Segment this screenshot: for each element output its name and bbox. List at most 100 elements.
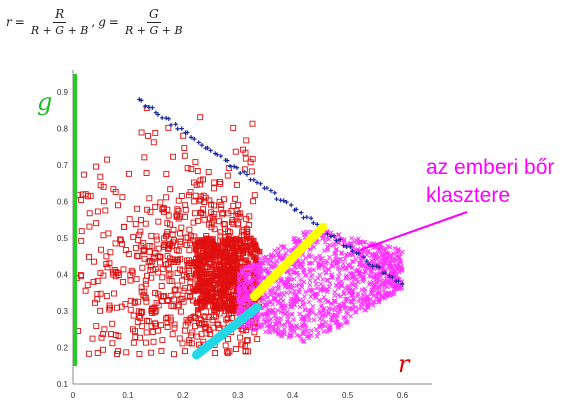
red-square-point <box>143 329 150 336</box>
red-square-point <box>187 275 194 282</box>
magenta-x-point <box>305 313 311 318</box>
magenta-x-point <box>256 268 262 274</box>
red-square-point <box>89 335 96 342</box>
red-square-point <box>250 237 257 244</box>
magenta-x-point <box>331 298 337 304</box>
magenta-x-point <box>372 300 377 305</box>
red-square-point <box>138 284 145 291</box>
magenta-x-point <box>387 253 393 259</box>
red-square-point <box>248 168 255 175</box>
red-square-point <box>125 170 132 177</box>
magenta-x-point <box>332 312 338 318</box>
magenta-x-point <box>253 263 259 269</box>
magenta-x-point <box>365 248 371 254</box>
magenta-x-point <box>335 313 340 319</box>
magenta-x-point <box>332 289 338 295</box>
blue-plus-point <box>350 248 355 254</box>
magenta-x-point <box>288 323 294 328</box>
magenta-x-point <box>241 295 247 301</box>
red-square-point <box>159 337 166 344</box>
magenta-x-point <box>326 311 331 317</box>
magenta-x-point <box>339 250 344 255</box>
red-square-point <box>160 293 167 300</box>
red-square-point <box>132 245 139 252</box>
blue-plus-point <box>268 188 274 193</box>
magenta-x-point <box>341 239 347 244</box>
magenta-x-point <box>303 232 309 237</box>
cluster-markers <box>73 97 405 360</box>
magenta-x-point <box>362 239 368 245</box>
magenta-x-point <box>378 278 383 284</box>
red-square-point <box>216 218 223 225</box>
magenta-x-point <box>263 254 269 260</box>
magenta-x-point <box>385 284 390 290</box>
red-square-point <box>121 223 128 230</box>
magenta-x-point <box>241 324 247 330</box>
red-square-point <box>197 237 203 243</box>
blue-plus-point <box>175 126 180 131</box>
red-square-point <box>249 120 256 127</box>
magenta-x-point <box>287 304 293 310</box>
magenta-x-point <box>335 265 341 271</box>
magenta-x-point <box>263 311 269 316</box>
red-square-point <box>182 202 189 209</box>
magenta-x-point <box>236 278 242 283</box>
red-square-point <box>203 237 210 244</box>
red-square-point <box>229 295 236 302</box>
red-square-point <box>186 226 193 233</box>
blue-plus-point <box>304 214 309 220</box>
magenta-x-point <box>245 290 251 295</box>
red-square-point <box>238 341 245 348</box>
red-square-point <box>237 334 244 341</box>
red-square-point <box>198 304 204 311</box>
magenta-x-point <box>291 317 296 322</box>
magenta-x-point <box>353 257 359 262</box>
red-square-point <box>152 249 159 256</box>
magenta-x-point <box>267 322 272 328</box>
r-variable: r <box>6 15 12 29</box>
red-square-point <box>211 303 218 310</box>
blue-plus-point <box>361 254 366 260</box>
magenta-x-point <box>398 268 404 273</box>
red-square-point <box>161 208 167 215</box>
red-square-point <box>211 202 217 209</box>
blue-plus-point <box>168 122 174 128</box>
red-square-point <box>196 197 203 204</box>
blue-plus-point <box>356 251 361 256</box>
magenta-x-point <box>343 252 349 258</box>
red-square-point <box>100 232 107 239</box>
red-square-point <box>186 247 193 254</box>
magenta-x-point <box>304 334 310 339</box>
red-square-point <box>233 181 240 188</box>
red-square-point <box>214 272 220 279</box>
magenta-x-point <box>270 302 276 307</box>
red-square-point <box>209 246 216 252</box>
magenta-x-point <box>388 261 394 266</box>
magenta-x-point <box>342 256 348 262</box>
x-axis-label: r <box>398 350 411 378</box>
red-square-point <box>183 241 190 248</box>
magenta-x-point <box>336 232 342 237</box>
magenta-x-point <box>355 240 361 246</box>
y-tick-label: 0.2 <box>57 344 69 353</box>
blue-plus-point <box>311 220 316 226</box>
magenta-x-point <box>365 303 370 309</box>
magenta-x-point <box>245 294 251 300</box>
magenta-x-point <box>305 329 310 334</box>
red-square-point <box>186 240 193 247</box>
red-square-point <box>191 259 197 265</box>
blue-plus-point <box>364 258 370 264</box>
red-square-point <box>181 327 188 334</box>
magenta-x-point <box>321 294 327 300</box>
blue-plus-point <box>173 122 178 127</box>
magenta-x-point <box>248 326 253 331</box>
skin-cluster-annotation: az emberi bőr klasztere <box>426 154 566 210</box>
red-square-point <box>120 279 127 285</box>
magenta-x-point <box>275 332 281 337</box>
magenta-x-point <box>239 298 245 304</box>
red-square-point <box>210 324 217 331</box>
blue-plus-point <box>159 115 165 121</box>
red-square-point <box>186 337 193 344</box>
red-square-point <box>256 248 263 255</box>
magenta-x-point <box>288 328 294 334</box>
